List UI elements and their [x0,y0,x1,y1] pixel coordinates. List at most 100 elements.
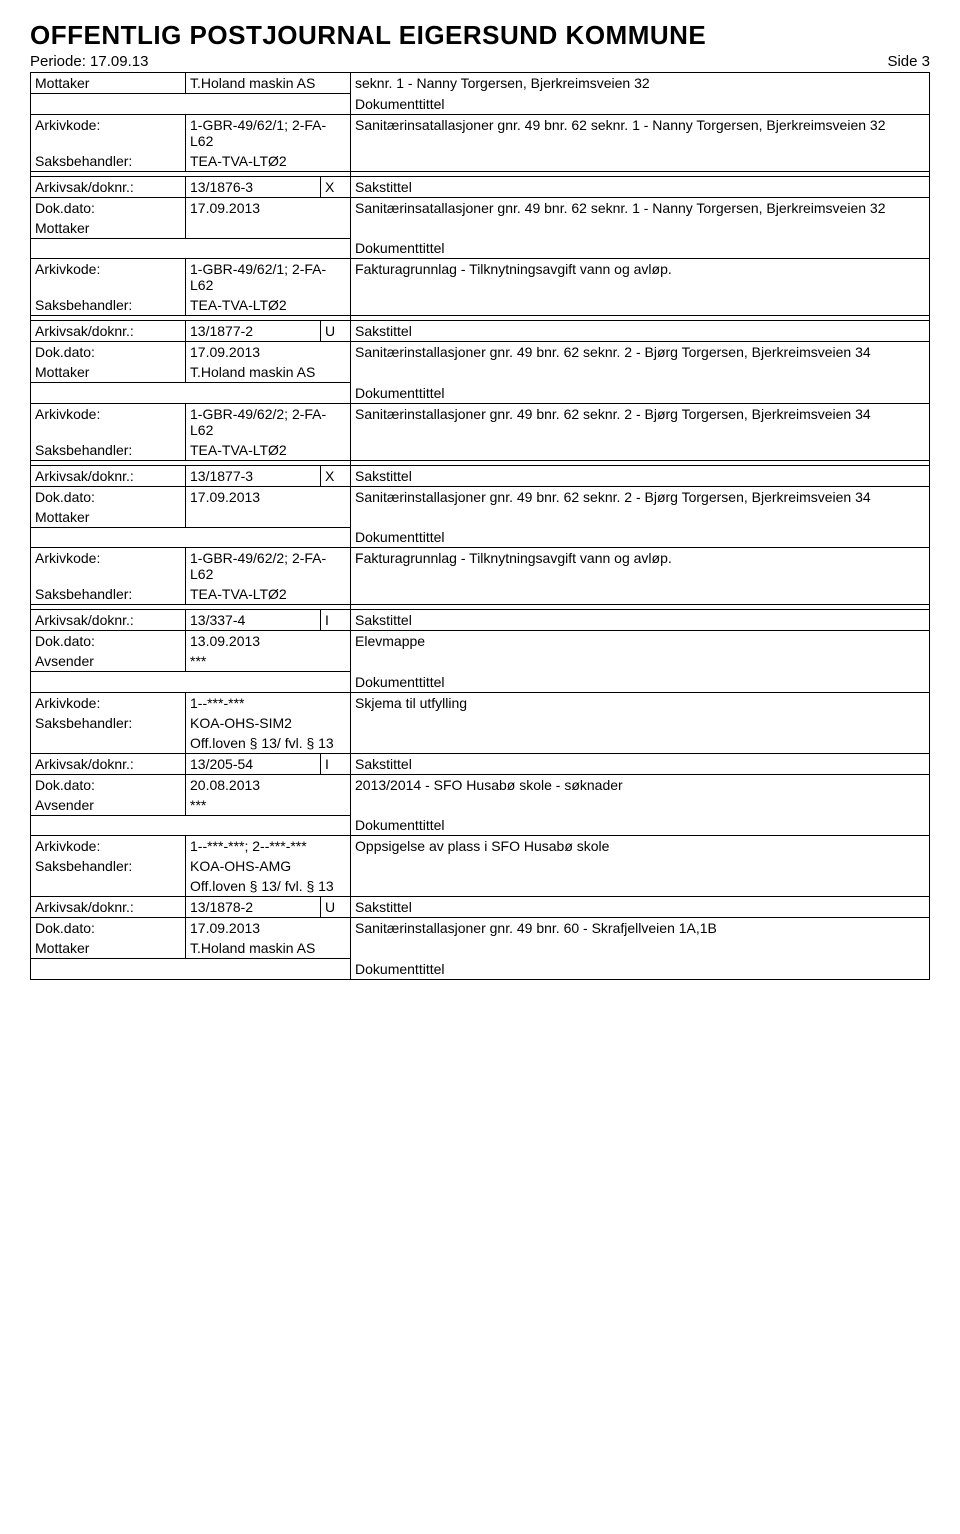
label-avsender: Avsender [31,795,186,816]
table-row: Dok.dato: 17.09.2013 Sanitærinsatallasjo… [31,197,930,218]
arkivkode-value: 1-GBR-49/62/1; 2-FA-L62 [186,259,351,296]
mottaker-value: T.Holand maskin AS [186,938,351,959]
table-row: Mottaker T.Holand maskin AS seknr. 1 - N… [31,73,930,94]
label-arkivsak: Arkivsak/doknr.: [31,321,186,342]
saksbehandler-value: KOA-OHS-AMG [186,856,351,876]
arkivkode-value: 1--***-*** [186,692,351,713]
dokdato-value: 17.09.2013 [186,918,351,939]
arkivsak-code: I [321,610,351,631]
arkivsak-value: 13/337-4 [186,610,321,631]
avsender-value: *** [186,651,351,672]
label-arkivsak: Arkivsak/doknr.: [31,465,186,486]
dokdato-value: 13.09.2013 [186,631,351,652]
mottaker-value: T.Holand maskin AS [186,73,351,94]
periode-label: Periode: 17.09.13 [30,53,148,70]
dokumenttittel-label: Dokumenttittel [351,959,930,980]
label-arkivsak: Arkivsak/doknr.: [31,610,186,631]
dokdato-value: 17.09.2013 [186,197,351,218]
table-row: Dokumenttittel [31,672,930,693]
table-row: Dokumenttittel [31,383,930,404]
sakstittel-value: Sanitærinstallasjoner gnr. 49 bnr. 62 se… [351,486,930,527]
sakstittel-value: Elevmappe [351,631,930,672]
arkivsak-code: X [321,465,351,486]
dokumenttittel-label: Dokumenttittel [351,238,930,259]
label-arkivkode: Arkivkode: [31,259,186,296]
avsender-value: *** [186,795,351,816]
saksbehandler-value: TEA-TVA-LTØ2 [186,295,351,316]
table-row: Dokumenttittel [31,94,930,115]
table-row: Dok.dato: 20.08.2013 2013/2014 - SFO Hus… [31,774,930,795]
off-loven: Off.loven § 13/ fvl. § 13 [186,733,351,754]
arkivkode-value: 1--***-***; 2--***-*** [186,836,351,857]
sakstittel-label: Sakstittel [351,176,930,197]
table-row: Arkivkode: 1-GBR-49/62/1; 2-FA-L62 Faktu… [31,259,930,296]
sakstittel-value: Sanitærinsatallasjoner gnr. 49 bnr. 62 s… [351,197,930,238]
sakstittel-value: Sanitærinstallasjoner gnr. 49 bnr. 60 - … [351,918,930,959]
empty-cell [31,527,351,548]
sakstittel-label: Sakstittel [351,321,930,342]
label-arkivkode: Arkivkode: [31,403,186,440]
label-mottaker: Mottaker [31,507,186,528]
empty-cell [31,238,351,259]
journal-table: Mottaker T.Holand maskin AS seknr. 1 - N… [30,72,930,980]
table-row: Dokumenttittel [31,527,930,548]
sakstittel-value: Sanitærinstallasjoner gnr. 49 bnr. 62 se… [351,342,930,383]
table-row: Arkivsak/doknr.: 13/337-4 I Sakstittel [31,610,930,631]
dokumenttittel-label: Dokumenttittel [351,527,930,548]
label-dokdato: Dok.dato: [31,342,186,363]
table-row: Dokumenttittel [31,959,930,980]
table-row: Arkivsak/doknr.: 13/1877-3 X Sakstittel [31,465,930,486]
label-arkivsak: Arkivsak/doknr.: [31,753,186,774]
arkivkode-desc: Fakturagrunnlag - Tilknytningsavgift van… [351,259,930,316]
label-arkivsak: Arkivsak/doknr.: [31,897,186,918]
label-dokdato: Dok.dato: [31,486,186,507]
empty-cell [31,383,351,404]
dokumenttittel-label: Dokumenttittel [351,383,930,404]
label-mottaker: Mottaker [31,218,186,239]
arkivsak-value: 13/1877-2 [186,321,321,342]
sakstittel-value: 2013/2014 - SFO Husabø skole - søknader [351,774,930,815]
arkivsak-value: 13/1877-3 [186,465,321,486]
table-row: Arkivsak/doknr.: 13/1876-3 X Sakstittel [31,176,930,197]
empty-cell [186,507,351,528]
mottaker-value: T.Holand maskin AS [186,362,351,383]
dokumenttittel-label: Dokumenttittel [351,815,930,836]
saksbehandler-value: TEA-TVA-LTØ2 [186,440,351,461]
label-saksbehandler: Saksbehandler: [31,856,186,876]
label-mottaker: Mottaker [31,938,186,959]
table-row: Dokumenttittel [31,238,930,259]
label-dokdato: Dok.dato: [31,197,186,218]
arkivsak-code: U [321,321,351,342]
arkivsak-value: 13/205-54 [186,753,321,774]
table-row: Dok.dato: 13.09.2013 Elevmappe [31,631,930,652]
table-row: Arkivkode: 1--***-*** Skjema til utfylli… [31,692,930,713]
dokdato-value: 17.09.2013 [186,486,351,507]
arkivkode-value: 1-GBR-49/62/2; 2-FA-L62 [186,548,351,585]
off-loven: Off.loven § 13/ fvl. § 13 [186,876,351,897]
dokdato-value: 20.08.2013 [186,774,351,795]
empty-cell [186,218,351,239]
label-saksbehandler: Saksbehandler: [31,295,186,316]
table-row: Arkivsak/doknr.: 13/1877-2 U Sakstittel [31,321,930,342]
mottaker-desc: seknr. 1 - Nanny Torgersen, Bjerkreimsve… [351,73,930,94]
arkivkode-desc: Sanitærinsatallasjoner gnr. 49 bnr. 62 s… [351,114,930,171]
arkivkode-desc: Sanitærinstallasjoner gnr. 49 bnr. 62 se… [351,403,930,460]
table-row: Arkivsak/doknr.: 13/205-54 I Sakstittel [31,753,930,774]
arkivsak-code: U [321,897,351,918]
sakstittel-label: Sakstittel [351,610,930,631]
label-dokdato: Dok.dato: [31,918,186,939]
empty-cell [31,733,186,754]
saksbehandler-value: TEA-TVA-LTØ2 [186,584,351,605]
label-mottaker: Mottaker [31,362,186,383]
label-arkivsak: Arkivsak/doknr.: [31,176,186,197]
empty-cell [31,815,351,836]
arkivkode-value: 1-GBR-49/62/1; 2-FA-L62 [186,114,351,151]
dokumenttittel-label: Dokumenttittel [351,672,930,693]
empty-cell [31,672,351,693]
label-arkivkode: Arkivkode: [31,548,186,585]
label-arkivkode: Arkivkode: [31,114,186,151]
label-saksbehandler: Saksbehandler: [31,713,186,733]
arkivsak-code: I [321,753,351,774]
table-row: Arkivkode: 1-GBR-49/62/2; 2-FA-L62 Faktu… [31,548,930,585]
saksbehandler-value: KOA-OHS-SIM2 [186,713,351,733]
